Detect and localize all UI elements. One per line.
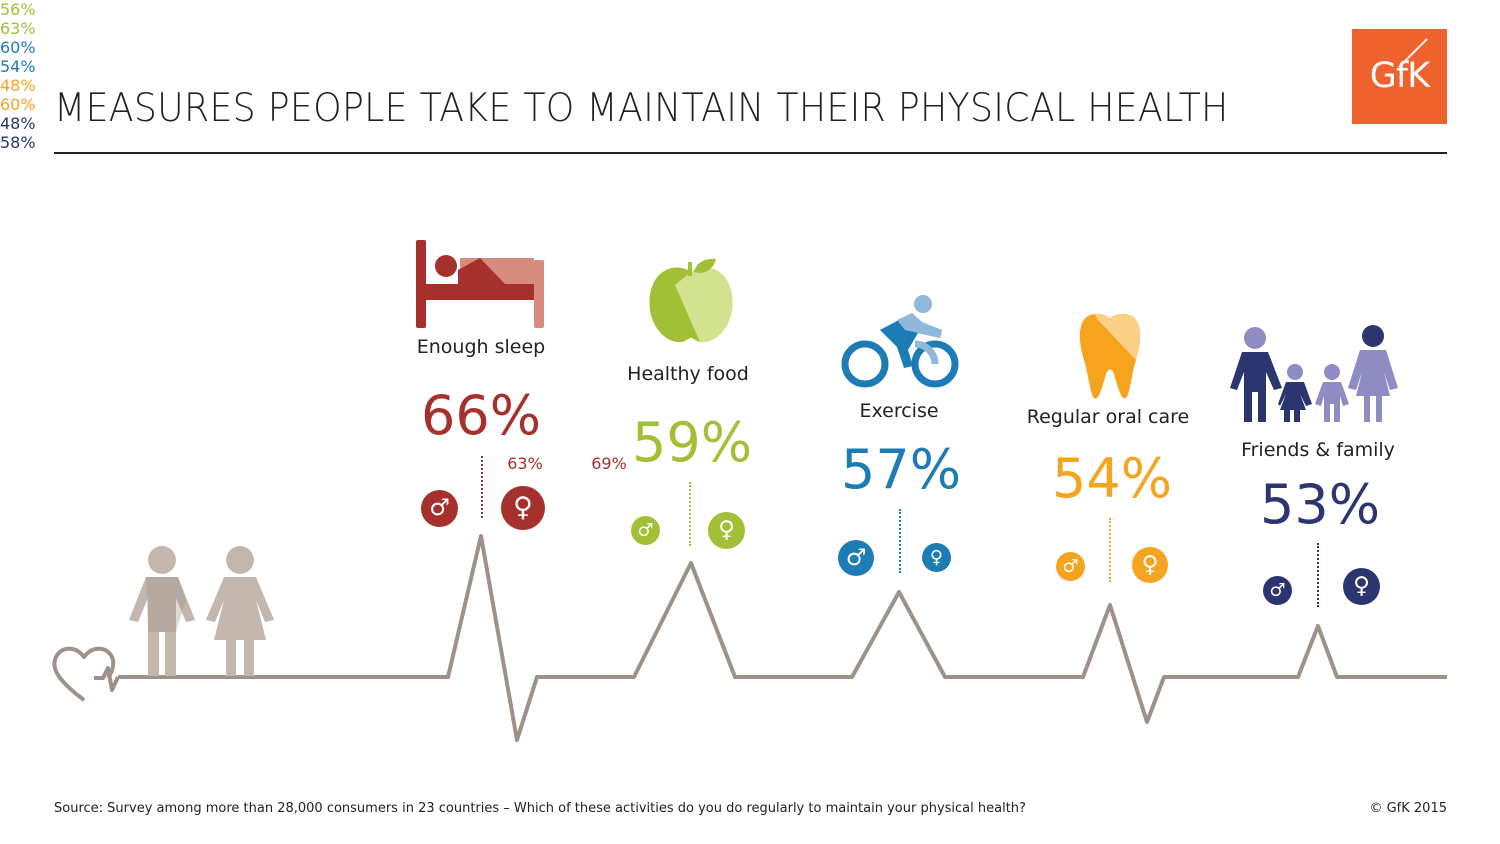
- category-label: Regular oral care: [1026, 406, 1190, 428]
- category-label: Healthy food: [627, 363, 749, 385]
- divider-dots: [899, 509, 901, 573]
- total-value: 54%: [1051, 447, 1173, 510]
- female-value-oral-care: 60%: [0, 95, 36, 114]
- total-friends-family: 53%: [1210, 475, 1430, 535]
- female-value-friends-family: 58%: [0, 133, 36, 152]
- source-note: Source: Survey among more than 28,000 co…: [54, 801, 1026, 816]
- category-oral-care: Regular oral care: [998, 406, 1218, 428]
- total-value: 53%: [1259, 473, 1381, 536]
- female-value-sleep: 69%: [591, 454, 627, 473]
- total-value: 59%: [631, 411, 753, 474]
- bed-icon: [416, 240, 544, 328]
- total-value: 66%: [420, 384, 542, 447]
- total-oral-care: 54%: [1002, 449, 1222, 509]
- category-friends-family: Friends & family: [1208, 439, 1428, 461]
- heartbeat-line: [118, 534, 1447, 742]
- total-value: 57%: [840, 438, 962, 501]
- apple-icon: [649, 258, 733, 343]
- category-food: Healthy food: [578, 363, 798, 385]
- category-exercise: Exercise: [789, 400, 1009, 422]
- female-symbol-icon: ♀: [708, 512, 745, 549]
- female-symbol-icon: ♀: [1343, 568, 1380, 605]
- male-symbol-icon: ♂: [838, 540, 874, 576]
- total-sleep: 66%: [371, 386, 591, 446]
- title-rule: [54, 152, 1447, 154]
- cyclist-icon: [841, 295, 959, 388]
- divider-dots: [481, 456, 483, 518]
- gfk-logo: GfK: [1352, 29, 1447, 124]
- female-symbol-icon: ♀: [922, 543, 951, 572]
- category-sleep: Enough sleep: [371, 336, 591, 358]
- category-label: Exercise: [859, 400, 939, 422]
- divider-dots: [1317, 543, 1319, 607]
- male-symbol-icon: ♂: [1263, 576, 1292, 605]
- male-value-oral-care: 48%: [0, 76, 36, 95]
- divider-dots: [689, 482, 691, 546]
- total-exercise: 57%: [791, 440, 1011, 500]
- female-value-exercise: 54%: [0, 57, 36, 76]
- man-icon: [129, 546, 195, 676]
- woman-icon: [206, 546, 274, 676]
- female-symbol-icon: ♀: [1132, 547, 1168, 583]
- female-symbol-icon: ♀: [501, 486, 545, 530]
- category-label: Friends & family: [1241, 439, 1395, 461]
- male-symbol-icon: ♂: [1056, 552, 1085, 581]
- category-label: Enough sleep: [416, 336, 546, 358]
- page-title: MEASURES PEOPLE TAKE TO MAINTAIN THEIR P…: [54, 86, 1229, 131]
- total-food: 59%: [582, 413, 802, 473]
- male-value-sleep: 63%: [507, 454, 543, 473]
- copyright: © GfK 2015: [1369, 801, 1447, 816]
- heart-icon: [52, 646, 120, 702]
- tooth-icon: [1079, 313, 1141, 399]
- male-symbol-icon: ♂: [421, 490, 458, 527]
- male-symbol-icon: ♂: [631, 516, 660, 545]
- male-value-friends-family: 48%: [0, 114, 36, 133]
- divider-dots: [1109, 518, 1111, 582]
- male-value-exercise: 60%: [0, 38, 36, 57]
- family-icon: [1230, 325, 1398, 422]
- female-value-food: 63%: [0, 19, 36, 38]
- male-value-food: 56%: [0, 0, 36, 19]
